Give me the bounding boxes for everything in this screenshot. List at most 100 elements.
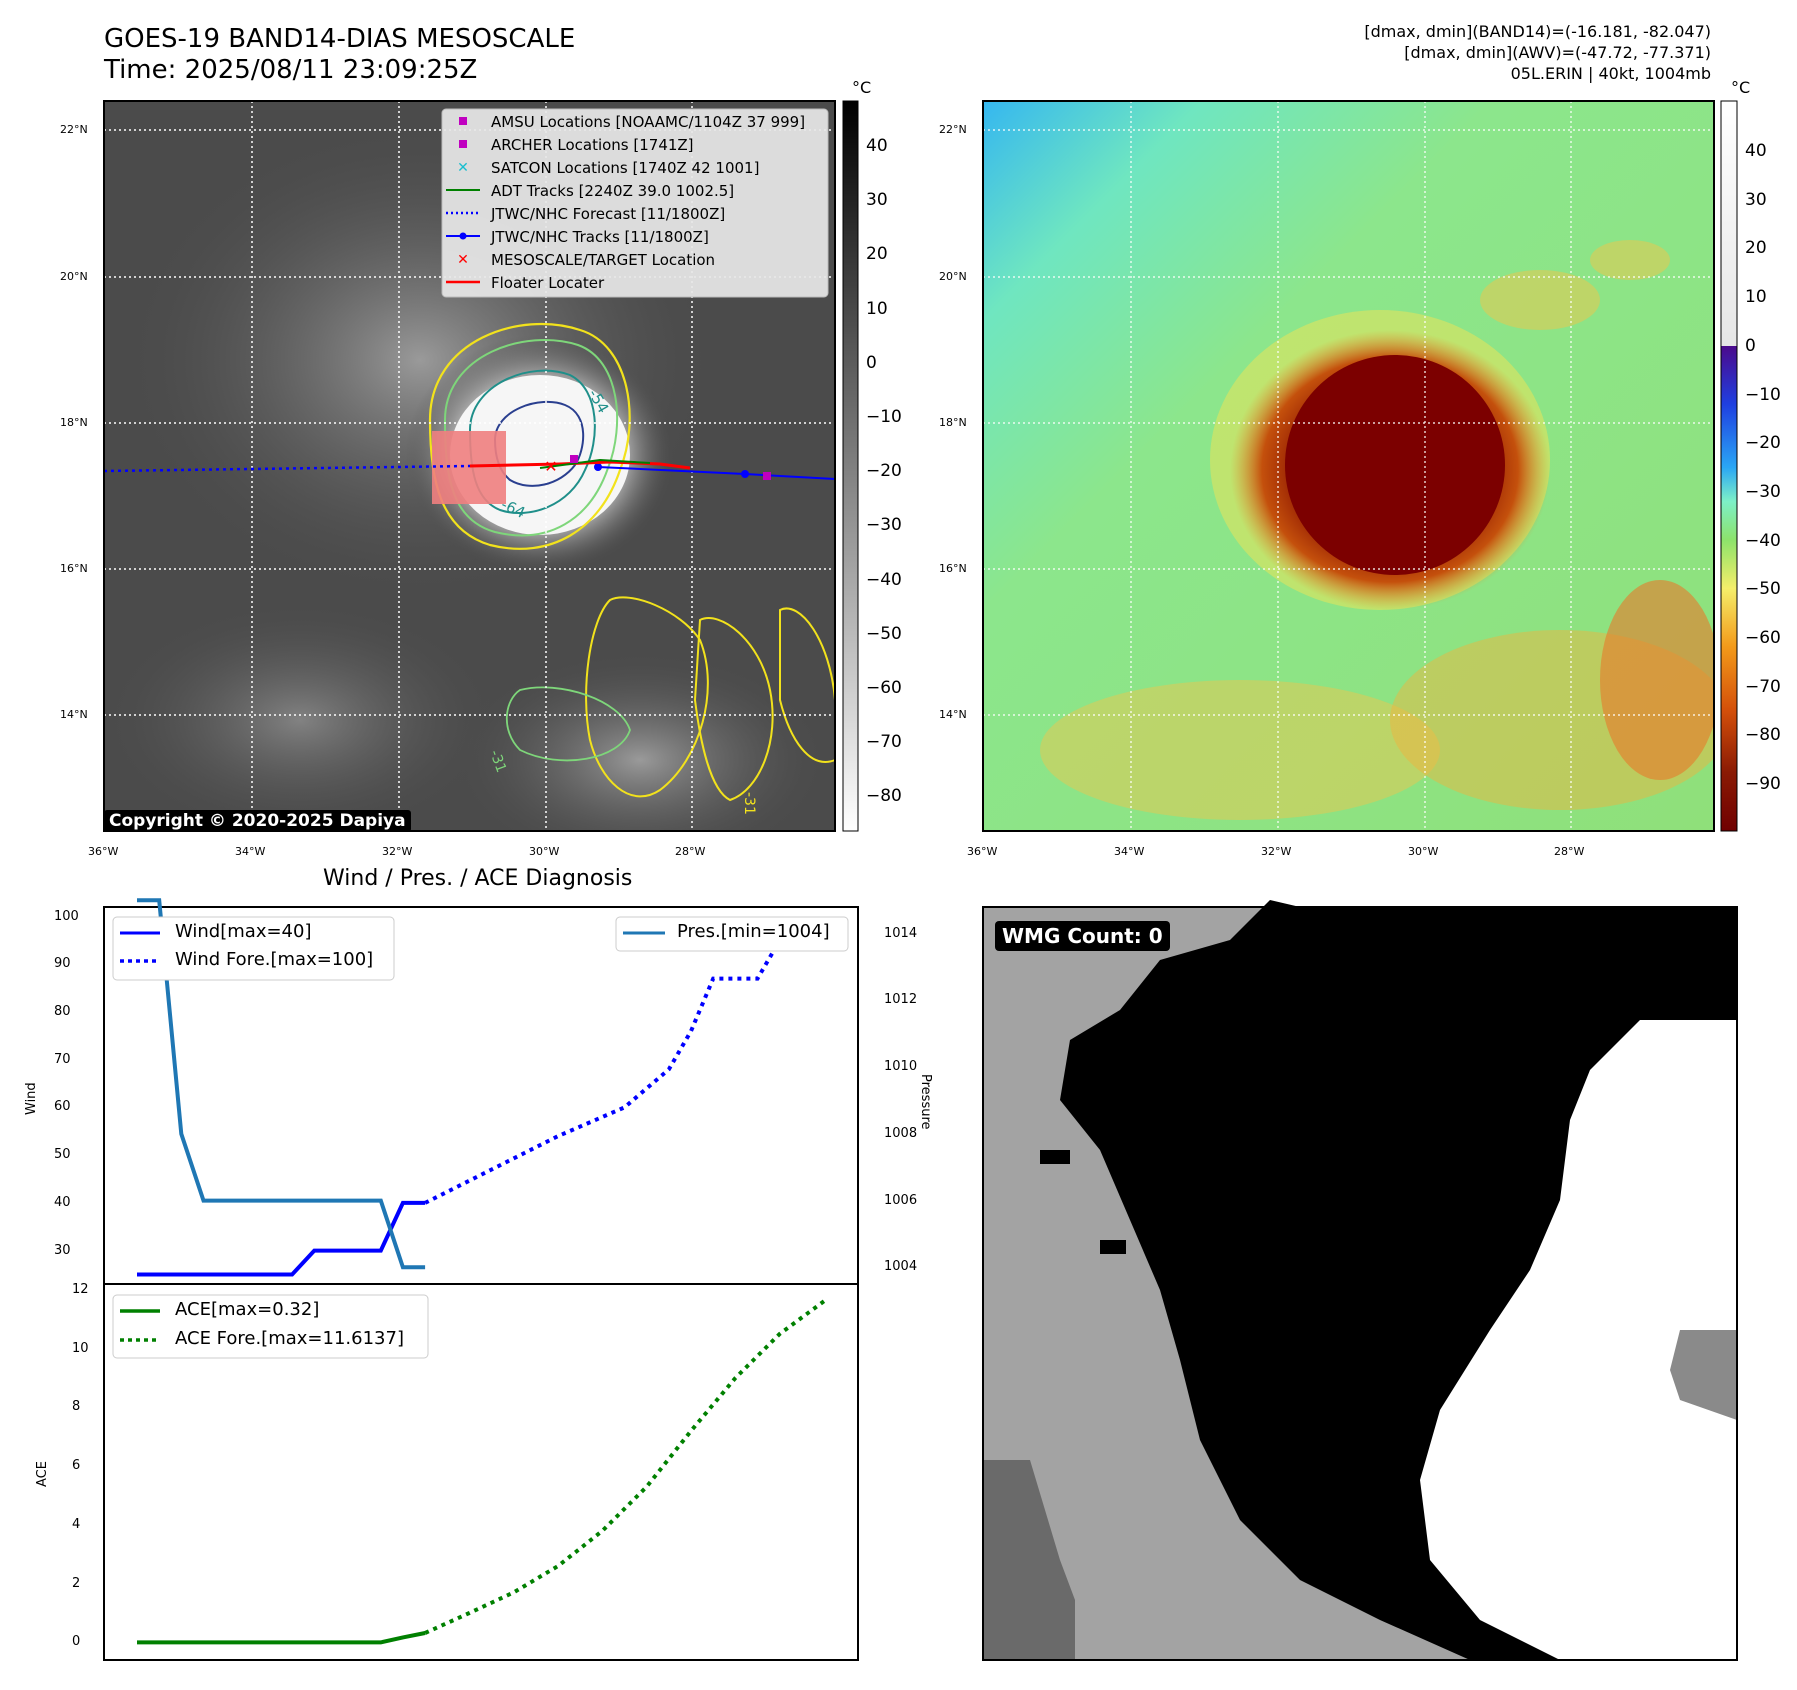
wv-colorbar-tick: −30 [1745,481,1781,502]
wv-lon-label: 28°W [1554,845,1585,858]
legend-ace: ACE[max=0.32] [175,1299,320,1320]
ir-colorbar-tick: −10 [866,407,902,427]
ir-colorbar-tick: −60 [866,678,902,698]
wind-ylabel: Wind [24,1082,39,1115]
ir-lat-label: 16°N [60,562,88,575]
ir-lat-label: 22°N [60,123,88,136]
ir-lon-label: 30°W [529,845,560,858]
ir-lon-label: 32°W [382,845,413,858]
awv-range: [dmax, dmin](AWV)=(-47.72, -77.371) [1404,43,1711,62]
ir-colorbar-tick: 30 [866,190,888,211]
storm-info: 05L.ERIN | 40kt, 1004mb [1510,64,1711,83]
ir-colorbar-tick: 20 [866,244,888,265]
pressure-tick-label: 1014 [884,925,918,941]
wmg-image [983,900,1737,1660]
pressure-series-line [137,898,426,1270]
wv-panel-frame [982,100,1715,832]
ir-colorbar-tick: −50 [866,623,902,644]
ace-forecast-line [424,1299,826,1635]
wv-colorbar-tick: 0 [1745,335,1756,356]
diagnosis-title: Wind / Pres. / ACE Diagnosis [323,866,633,891]
wv-lat-label: 18°N [939,416,967,429]
wv-lat-label: 14°N [939,708,967,721]
pressure-tick-label: 1006 [884,1192,918,1208]
ace-tick-label: 2 [72,1575,81,1591]
pressure-tick-label: 1004 [884,1259,918,1275]
wv-colorbar-tick: 40 [1745,141,1767,161]
pressure-tick-label: 1012 [884,992,918,1008]
ir-colorbar-tick: −40 [866,569,902,590]
wv-lon-label: 34°W [1114,845,1145,858]
wv-colorbar-lower [1721,346,1737,831]
wmg-count-badge: WMG Count: 0 [995,921,1170,951]
wv-colorbar-tick: 20 [1745,238,1767,259]
ir-lat-label: 18°N [60,416,88,429]
band14-range: [dmax, dmin](BAND14)=(-16.181, -82.047) [1364,22,1711,41]
ace-tick-label: 0 [72,1634,81,1650]
ace-tick-label: 12 [72,1281,89,1297]
wv-colorbar-tick: −60 [1745,628,1781,648]
legend-wind-fore: Wind Fore.[max=100] [175,949,374,970]
wind-tick-label: 30 [54,1242,71,1258]
svg-text:✕: ✕ [457,160,469,176]
legend-ace-fore: ACE Fore.[max=11.6137] [175,1328,404,1349]
wv-lat-label: 20°N [939,270,967,283]
ir-legend: ✕ ✕ [441,108,829,298]
wv-colorbar-tick: −80 [1745,725,1781,746]
wv-colorbar-tick: −90 [1745,774,1781,795]
ir-colorbar-tick: −70 [866,732,902,753]
pressure-ylabel: Pressure [918,1074,933,1130]
legend-target: MESOSCALE/TARGET Location [491,251,716,269]
ir-lon-label: 28°W [675,845,706,858]
ace-legend [112,1294,429,1359]
wind-tick-label: 40 [54,1194,71,1210]
wv-lon-label: 32°W [1261,845,1292,858]
ir-lat-label: 20°N [60,270,88,283]
copyright-badge: Copyright © 2020-2025 Dapiya [104,810,411,832]
ir-colorbar-tick: 10 [866,298,888,319]
ir-colorbar-unit: °C [852,78,872,97]
wv-colorbar-tick: −40 [1745,530,1781,551]
wind-tick-label: 90 [54,956,71,972]
svg-text:✕: ✕ [544,457,557,476]
ace-ylabel: ACE [35,1461,50,1487]
wind-legend [112,916,395,981]
ace-tick-label: 6 [72,1458,81,1474]
ir-colorbar-tick: −80 [866,786,902,807]
pressure-tick-label: 1008 [884,1125,918,1141]
contour-label: -31 [741,792,757,815]
wind-tick-label: 80 [54,1003,71,1019]
wv-lon-label: 30°W [1408,845,1439,858]
legend-archer: ARCHER Locations [1741Z] [491,136,694,154]
wv-lat-label: 16°N [939,562,967,575]
legend-amsu: AMSU Locations [NOAAMC/1104Z 37 999] [491,113,806,131]
ir-colorbar-tick: −30 [866,515,902,536]
wv-colorbar-upper [1721,101,1737,346]
wv-lon-label: 36°W [967,845,998,858]
wv-satellite-image [983,101,1714,831]
wv-colorbar-tick: 10 [1745,287,1767,308]
legend-pres: Pres.[min=1004] [677,921,830,942]
ir-colorbar [842,100,859,832]
ir-colorbar-tick: −20 [866,461,902,482]
wind-tick-label: 70 [54,1051,71,1067]
legend-satcon: SATCON Locations [1740Z 42 1001] [491,159,760,177]
figure-title: GOES-19 BAND14-DIAS MESOSCALE [104,24,576,54]
ir-lat-label: 14°N [60,708,88,721]
wind-tick-label: 100 [54,908,79,924]
contour-label: -31 [486,748,509,775]
wind-tick-label: 60 [54,1099,71,1115]
legend-adt: ADT Tracks [2240Z 39.0 1002.5] [491,182,735,200]
pressure-tick-label: 1010 [884,1059,918,1075]
diagnosis-lines [137,898,826,1645]
wv-colorbar-tick: −70 [1745,676,1781,697]
ir-panel-frame [103,100,836,832]
wmg-panel-frame [982,906,1738,1661]
wv-lat-label: 22°N [939,123,967,136]
wv-colorbar-tick: −10 [1745,384,1781,405]
ace-series-line [137,1631,426,1645]
ace-tick-label: 10 [72,1340,89,1356]
legend-floater: Floater Locater [491,274,605,292]
ace-tick-label: 8 [72,1399,81,1415]
